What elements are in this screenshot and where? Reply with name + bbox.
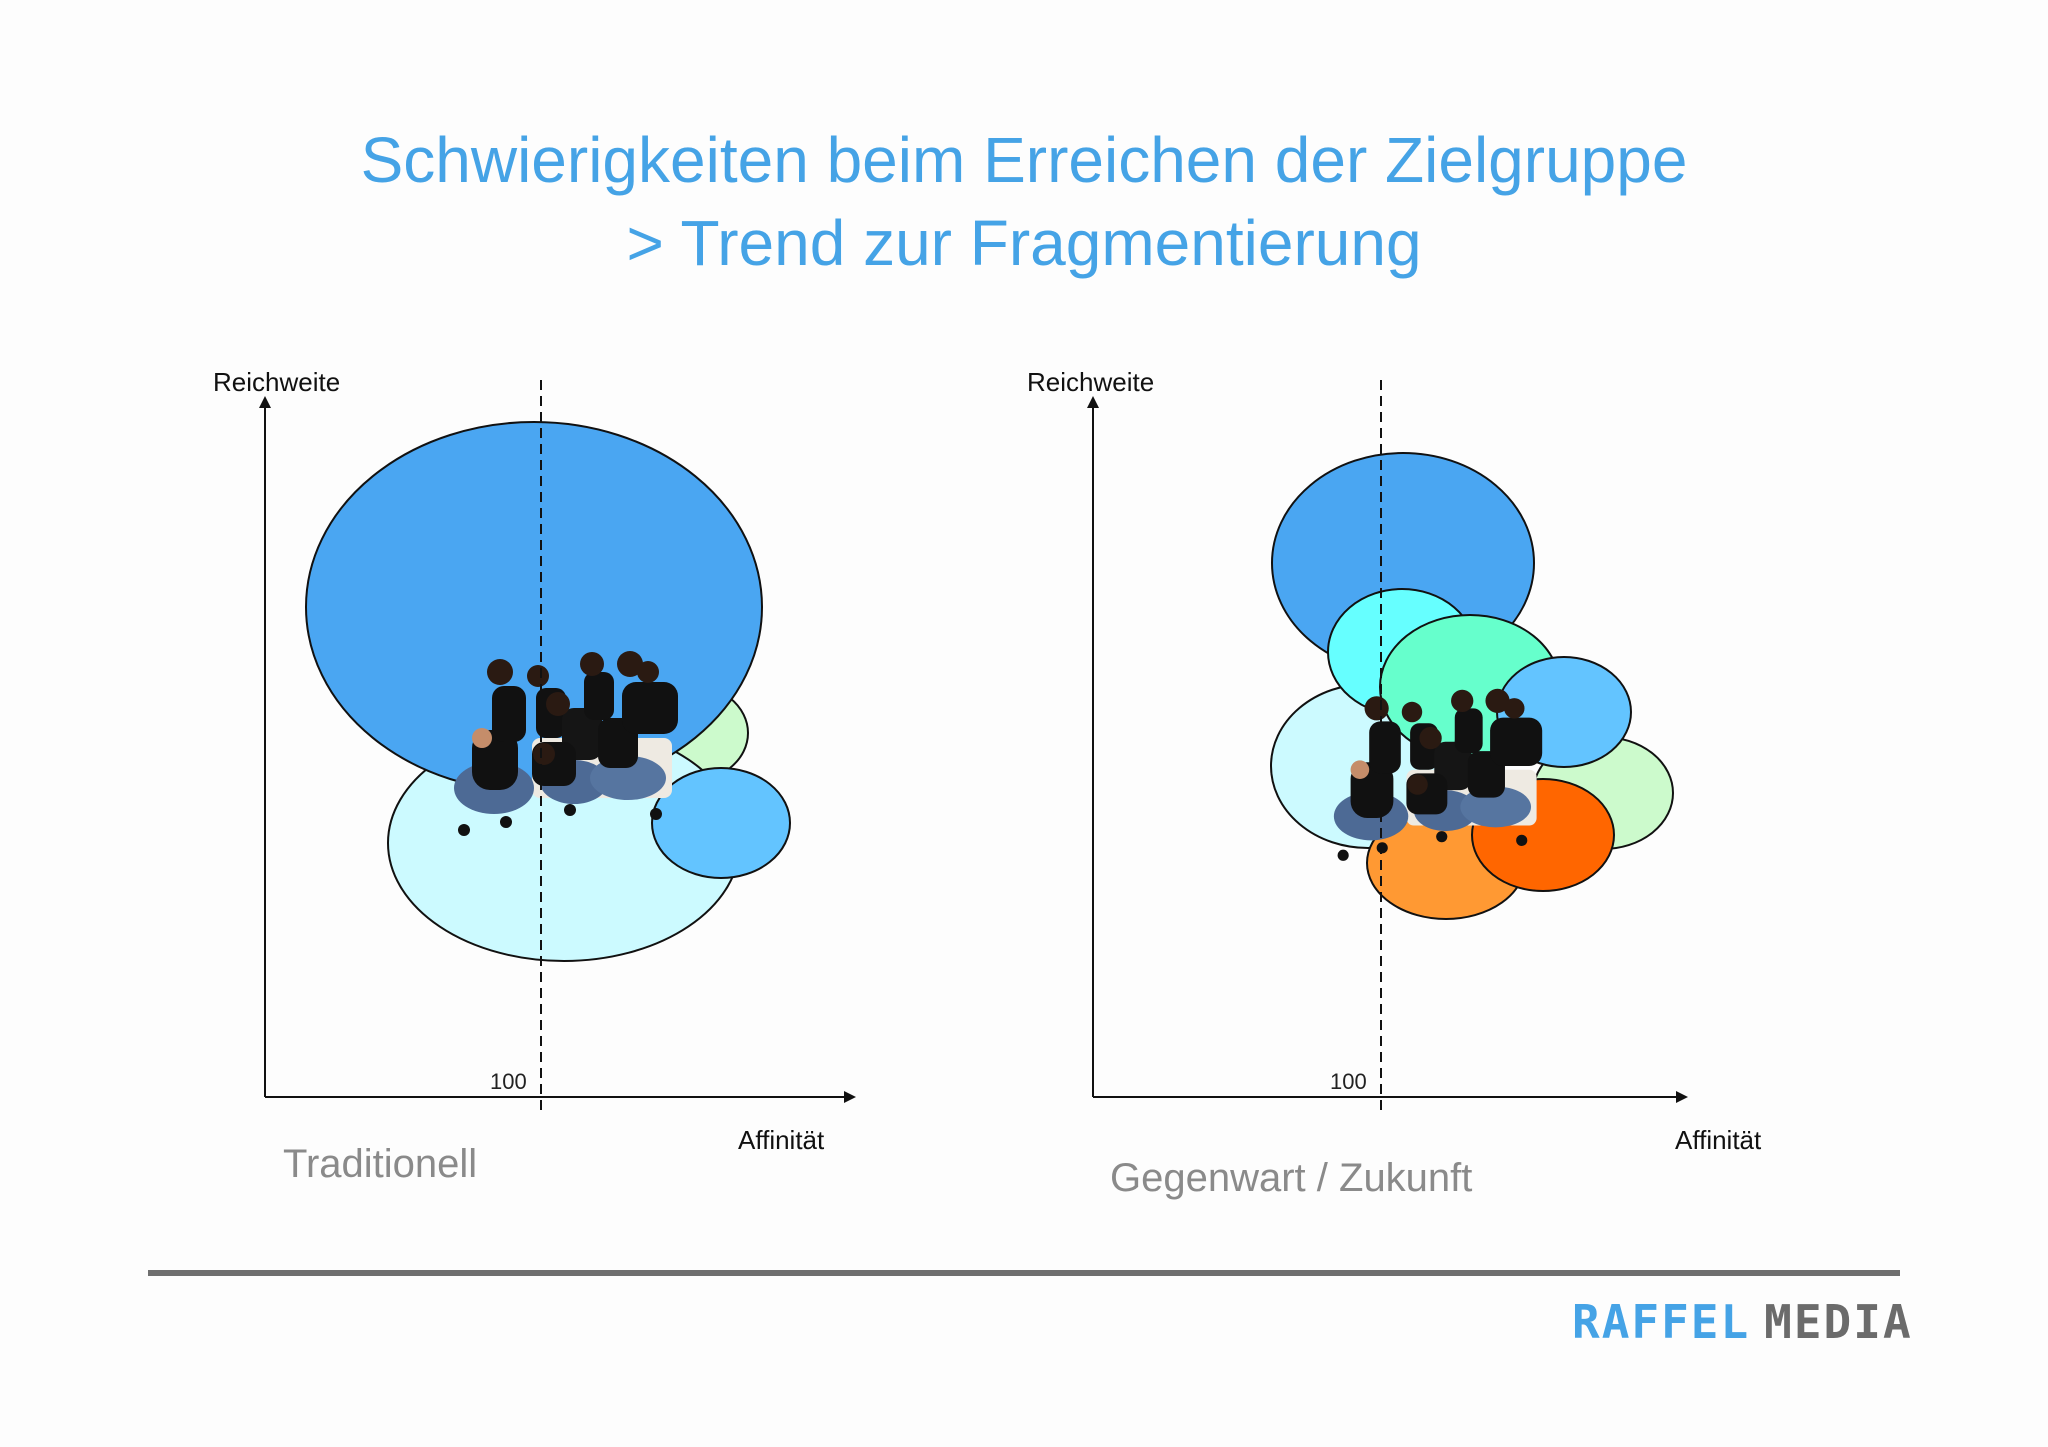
people-group-image: [1333, 688, 1543, 861]
x-axis-label: Affinität: [738, 1125, 825, 1155]
logo-part2: MEDIA: [1764, 1295, 1913, 1349]
raffel-media-logo: RAFFEL MEDIA: [1572, 1295, 1913, 1349]
page-title-line2: > Trend zur Fragmentierung: [626, 207, 1422, 279]
y-axis-label: Reichweite: [213, 367, 340, 397]
panel-caption: Traditionell: [283, 1142, 477, 1186]
page-title-line1: Schwierigkeiten beim Erreichen der Zielg…: [360, 124, 1688, 196]
ellipse-small-blue: [651, 767, 791, 879]
ellipse-large-blue: [305, 421, 763, 793]
people-group-image: [454, 651, 678, 836]
panel-present-future: Reichweite Affinität 100 Gegenwart / Zuk…: [1027, 367, 1762, 1200]
tick-label-100: 100: [490, 1069, 527, 1094]
y-axis-label: Reichweite: [1027, 367, 1154, 397]
logo-part1: RAFFEL: [1572, 1295, 1751, 1349]
x-axis-label: Affinität: [1675, 1125, 1762, 1155]
panel-caption: Gegenwart / Zukunft: [1110, 1156, 1472, 1200]
tick-label-100: 100: [1330, 1069, 1367, 1094]
footer-divider: [148, 1270, 1900, 1276]
panel-traditional: Reichweite Affinität 100 Traditionell: [213, 367, 856, 1186]
